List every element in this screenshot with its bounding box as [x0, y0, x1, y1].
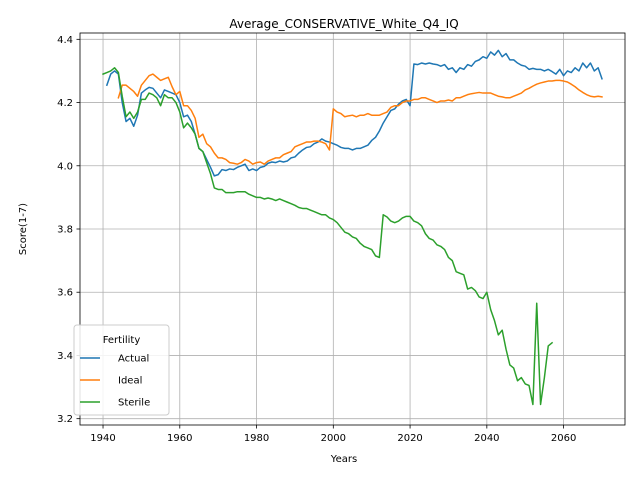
legend-label-sterile: Sterile: [118, 398, 150, 409]
y-axis-label: Score(1-7): [18, 203, 29, 255]
x-tick-label: 1980: [244, 433, 269, 444]
y-tick-label: 4.2: [57, 98, 73, 109]
legend-frame: [73, 324, 170, 416]
series-lines: [102, 49, 603, 406]
x-tick-label: 1960: [167, 433, 192, 444]
legend-title: Fertility: [103, 335, 141, 346]
y-tick-label: 3.6: [57, 288, 73, 299]
series-line-actual: [105, 49, 603, 177]
x-tick-label: 2060: [551, 433, 576, 444]
x-tick-label: 1940: [90, 433, 115, 444]
legend: Fertility Actual Ideal Sterile: [73, 324, 170, 416]
series-line-sterile: [102, 67, 554, 406]
x-tick-label: 2000: [321, 433, 346, 444]
chart-title: Average_CONSERVATIVE_White_Q4_IQ: [229, 17, 458, 31]
x-axis-label: Years: [330, 454, 357, 465]
y-tick-label: 4.0: [57, 161, 73, 172]
x-tick-label: 2040: [474, 433, 499, 444]
series-line-ideal: [117, 73, 603, 165]
x-tick-label: 2020: [397, 433, 422, 444]
legend-label-ideal: Ideal: [118, 376, 142, 387]
y-tick-label: 3.8: [57, 225, 73, 236]
grid-lines: [80, 33, 625, 425]
y-tick-label: 3.2: [57, 414, 73, 425]
legend-label-actual: Actual: [118, 354, 149, 365]
y-tick-label: 3.4: [57, 351, 73, 362]
y-tick-label: 4.4: [57, 35, 73, 46]
axis-ticks: 1940 1960 1980 2000 2020 2040 2060 3.2 3.4 3.6 3.8…: [57, 35, 576, 444]
